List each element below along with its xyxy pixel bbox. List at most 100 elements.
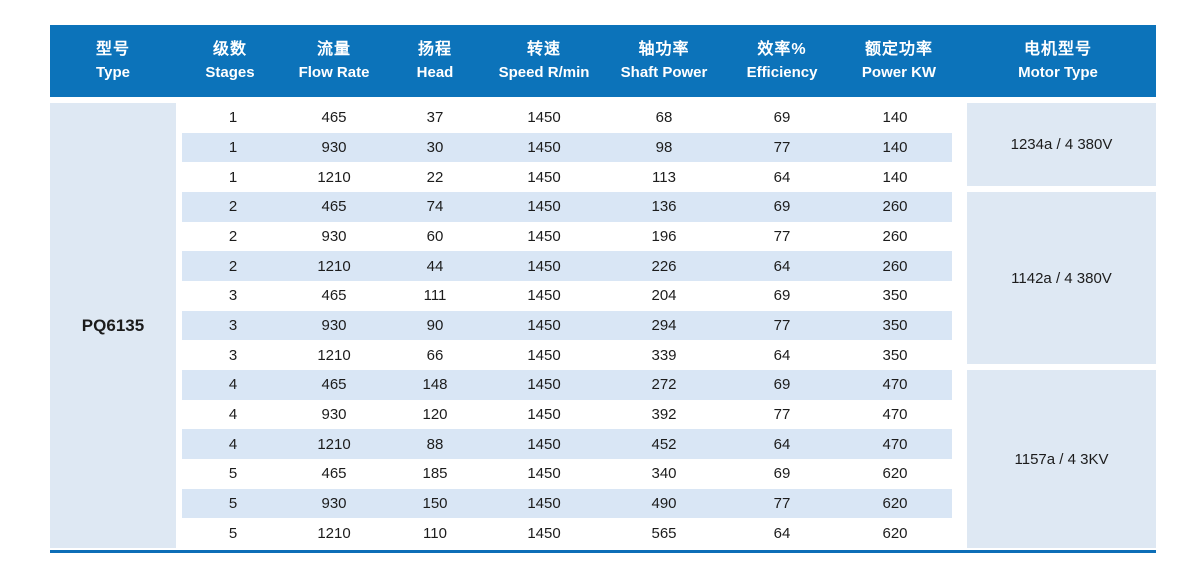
header-label-zh: 转速 <box>526 41 561 59</box>
header-cell-efficiency: 效率% Efficiency <box>726 25 838 97</box>
cell-flow: 1210 <box>317 168 351 186</box>
cell-speed: 1450 <box>527 257 561 275</box>
cell-eff: 64 <box>773 435 791 453</box>
cell-shaft: 340 <box>651 465 677 483</box>
cell-flow: 930 <box>321 406 347 424</box>
cell-stages: 3 <box>228 346 238 364</box>
table-row: 3 1210 66 1450 339 64 350 <box>182 340 952 371</box>
header-label-zh: 流量 <box>316 41 351 59</box>
cell-flow: 465 <box>321 287 347 305</box>
cell-speed: 1450 <box>527 168 561 186</box>
cell-speed: 1450 <box>527 346 561 364</box>
header-label-zh: 扬程 <box>417 41 452 59</box>
cell-eff: 69 <box>773 287 791 305</box>
cell-stages: 3 <box>228 287 238 305</box>
cell-stages: 4 <box>228 435 238 453</box>
header-label-zh: 级数 <box>212 41 247 59</box>
cell-speed: 1450 <box>527 198 561 216</box>
cell-eff: 64 <box>773 346 791 364</box>
cell-head: 111 <box>423 287 447 305</box>
table-row: 3 465 111 1450 204 69 350 <box>182 281 952 311</box>
cell-stages: 2 <box>228 228 238 246</box>
cell-flow: 465 <box>321 109 347 127</box>
header-label-en: Type <box>96 63 130 81</box>
header-cell-type: 型号 Type <box>50 25 176 97</box>
cell-stages: 1 <box>228 139 238 156</box>
motor-type-cell: 1157a / 4 3KV <box>967 370 1156 548</box>
cell-power: 260 <box>882 198 908 216</box>
cell-power: 260 <box>882 257 908 275</box>
pump-model-cell: PQ6135 <box>50 103 176 548</box>
motor-type-cell: 1234a / 4 380V <box>967 103 1156 186</box>
cell-shaft: 196 <box>651 228 677 246</box>
cell-eff: 64 <box>773 257 791 275</box>
cell-eff: 77 <box>773 406 791 424</box>
header-label-en: Shaft Power <box>620 63 708 81</box>
cell-speed: 1450 <box>527 406 561 424</box>
cell-stages: 2 <box>228 198 238 216</box>
header-cell-shaft-power: 轴功率 Shaft Power <box>602 25 726 97</box>
cell-eff: 69 <box>773 376 791 394</box>
table-bottom-border <box>50 550 1156 553</box>
header-cell-power-kw: 额定功率 Power KW <box>838 25 960 97</box>
cell-stages: 4 <box>228 406 238 424</box>
cell-eff: 77 <box>773 139 791 156</box>
cell-power: 470 <box>882 435 908 453</box>
table-row: 2 465 74 1450 136 69 260 <box>182 192 952 222</box>
motor-type-cell: 1142a / 4 380V <box>967 192 1156 364</box>
header-label-en: Motor Type <box>1018 63 1098 81</box>
table-row: 4 465 148 1450 272 69 470 <box>182 370 952 400</box>
header-label-en: Power KW <box>861 63 937 81</box>
cell-flow: 930 <box>321 317 347 335</box>
cell-shaft: 204 <box>651 287 677 305</box>
header-cell-stages: 级数 Stages <box>176 25 284 97</box>
cell-shaft: 452 <box>651 435 677 453</box>
cell-shaft: 226 <box>651 257 677 275</box>
cell-flow: 465 <box>321 376 347 394</box>
header-cell-motor-type: 电机型号 Motor Type <box>960 25 1156 97</box>
cell-flow: 465 <box>321 198 347 216</box>
cell-shaft: 68 <box>655 109 673 127</box>
cell-head: 30 <box>426 139 444 156</box>
table-row: 2 1210 44 1450 226 64 260 <box>182 251 952 282</box>
cell-head: 90 <box>426 317 444 335</box>
cell-head: 120 <box>422 406 448 424</box>
cell-power: 470 <box>882 376 908 394</box>
cell-stages: 2 <box>228 257 238 275</box>
cell-eff: 77 <box>773 495 791 513</box>
cell-stages: 1 <box>228 109 238 127</box>
cell-stages: 4 <box>228 376 238 394</box>
header-label-zh: 效率% <box>757 41 807 59</box>
cell-shaft: 294 <box>651 317 677 335</box>
cell-head: 148 <box>422 376 448 394</box>
cell-head: 150 <box>422 495 448 513</box>
cell-power: 620 <box>882 495 908 513</box>
cell-eff: 77 <box>773 228 791 246</box>
cell-power: 350 <box>882 346 908 364</box>
cell-head: 44 <box>426 257 444 275</box>
cell-flow: 1210 <box>317 435 351 453</box>
cell-shaft: 565 <box>651 524 677 542</box>
cell-head: 37 <box>426 109 444 127</box>
table-header: 型号 Type 级数 Stages 流量 Flow Rate 扬程 Head 转速 Speed R… <box>50 25 1156 97</box>
pump-model-label: PQ6135 <box>81 315 145 335</box>
cell-power: 350 <box>882 287 908 305</box>
table-row: 4 1210 88 1450 452 64 470 <box>182 429 952 460</box>
cell-eff: 69 <box>773 109 791 127</box>
header-label-zh: 额定功率 <box>864 41 933 59</box>
header-label-en: Efficiency <box>746 63 818 81</box>
cell-flow: 930 <box>321 495 347 513</box>
cell-flow: 930 <box>321 228 347 246</box>
cell-head: 60 <box>426 228 444 246</box>
table-row: 5 1210 110 1450 565 64 620 <box>182 518 952 549</box>
header-label-zh: 型号 <box>95 41 130 59</box>
cell-head: 110 <box>423 524 447 542</box>
cell-eff: 64 <box>773 524 791 542</box>
cell-eff: 77 <box>773 317 791 335</box>
table-row: 5 465 185 1450 340 69 620 <box>182 459 952 489</box>
header-label-en: Stages <box>205 63 255 81</box>
cell-power: 260 <box>882 228 908 246</box>
cell-head: 185 <box>422 465 448 483</box>
table-body: PQ6135 1 465 37 1450 68 69 140 1 930 30 1450 98 77 14… <box>50 103 1156 549</box>
cell-eff: 69 <box>773 465 791 483</box>
